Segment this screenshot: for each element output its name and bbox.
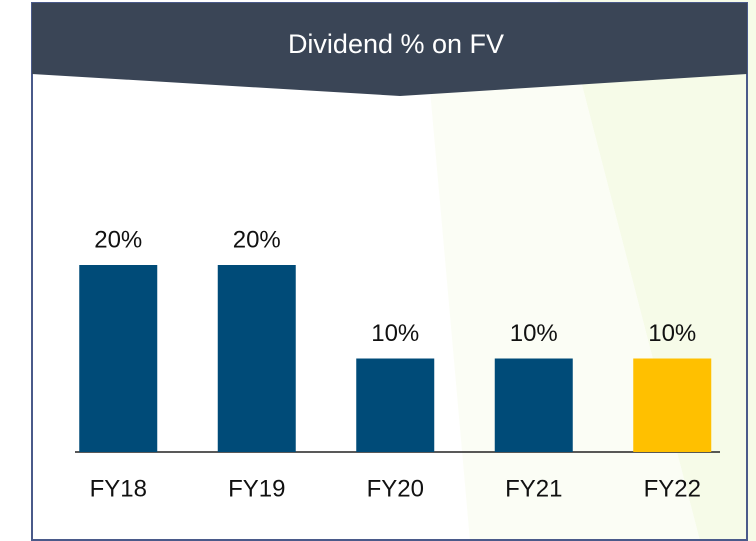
value-label: 10% [510, 320, 558, 347]
x-tick-label: FY21 [505, 475, 562, 502]
value-label: 20% [94, 226, 142, 253]
bar [79, 265, 158, 452]
x-tick-label: FY22 [644, 475, 701, 502]
bar [217, 265, 296, 452]
value-label: 10% [371, 320, 419, 347]
header-band [32, 3, 747, 96]
x-tick-label: FY18 [90, 475, 147, 502]
value-label: 10% [648, 320, 696, 347]
bar [494, 358, 573, 452]
bar [356, 358, 435, 452]
bar [633, 358, 712, 452]
x-tick-label: FY19 [228, 475, 285, 502]
chart-title: Dividend % on FV [288, 29, 504, 59]
x-tick-label: FY20 [367, 475, 424, 502]
value-label: 20% [233, 226, 281, 253]
